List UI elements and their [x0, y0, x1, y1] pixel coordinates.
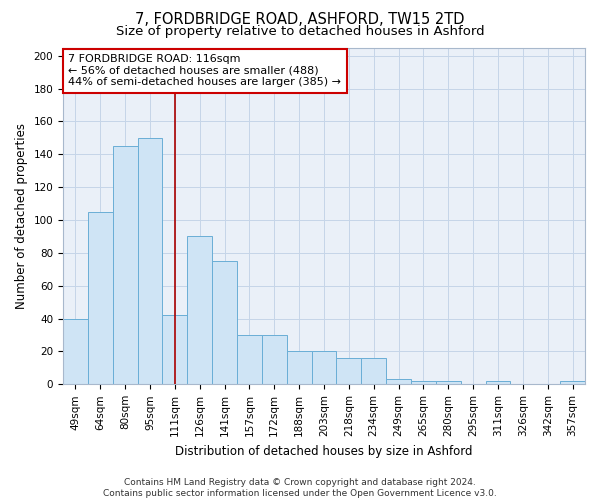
Bar	[212, 261, 237, 384]
Bar	[63, 318, 88, 384]
Bar	[287, 352, 311, 384]
Bar	[337, 358, 361, 384]
Bar	[187, 236, 212, 384]
Bar	[163, 316, 187, 384]
Bar	[485, 381, 511, 384]
Bar	[361, 358, 386, 384]
Bar	[311, 352, 337, 384]
Text: Contains HM Land Registry data © Crown copyright and database right 2024.
Contai: Contains HM Land Registry data © Crown c…	[103, 478, 497, 498]
X-axis label: Distribution of detached houses by size in Ashford: Distribution of detached houses by size …	[175, 444, 473, 458]
Bar	[88, 212, 113, 384]
Bar	[411, 381, 436, 384]
Bar	[237, 335, 262, 384]
Text: Size of property relative to detached houses in Ashford: Size of property relative to detached ho…	[116, 25, 484, 38]
Text: 7, FORDBRIDGE ROAD, ASHFORD, TW15 2TD: 7, FORDBRIDGE ROAD, ASHFORD, TW15 2TD	[135, 12, 465, 28]
Bar	[113, 146, 137, 384]
Bar	[262, 335, 287, 384]
Bar	[560, 381, 585, 384]
Bar	[386, 380, 411, 384]
Bar	[436, 381, 461, 384]
Y-axis label: Number of detached properties: Number of detached properties	[15, 123, 28, 309]
Text: 7 FORDBRIDGE ROAD: 116sqm
← 56% of detached houses are smaller (488)
44% of semi: 7 FORDBRIDGE ROAD: 116sqm ← 56% of detac…	[68, 54, 341, 88]
Bar	[137, 138, 163, 384]
